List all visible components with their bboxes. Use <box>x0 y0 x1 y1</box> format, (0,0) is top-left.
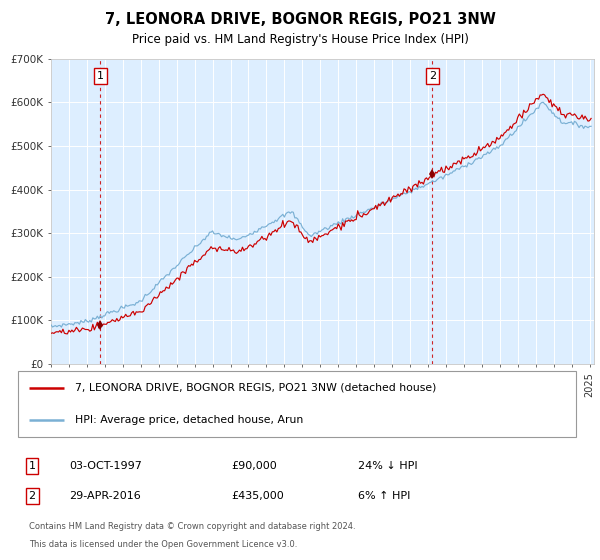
Text: £435,000: £435,000 <box>231 491 284 501</box>
Text: Contains HM Land Registry data © Crown copyright and database right 2024.: Contains HM Land Registry data © Crown c… <box>29 522 356 531</box>
Text: 7, LEONORA DRIVE, BOGNOR REGIS, PO21 3NW (detached house): 7, LEONORA DRIVE, BOGNOR REGIS, PO21 3NW… <box>76 383 437 393</box>
Text: £90,000: £90,000 <box>231 461 277 471</box>
Text: 29-APR-2016: 29-APR-2016 <box>70 491 142 501</box>
Text: 03-OCT-1997: 03-OCT-1997 <box>70 461 142 471</box>
Text: 2: 2 <box>29 491 36 501</box>
Text: This data is licensed under the Open Government Licence v3.0.: This data is licensed under the Open Gov… <box>29 540 298 549</box>
Text: 1: 1 <box>97 71 104 81</box>
Text: HPI: Average price, detached house, Arun: HPI: Average price, detached house, Arun <box>76 414 304 424</box>
FancyBboxPatch shape <box>18 371 577 437</box>
Text: 24% ↓ HPI: 24% ↓ HPI <box>358 461 417 471</box>
Text: 6% ↑ HPI: 6% ↑ HPI <box>358 491 410 501</box>
Text: 7, LEONORA DRIVE, BOGNOR REGIS, PO21 3NW: 7, LEONORA DRIVE, BOGNOR REGIS, PO21 3NW <box>104 12 496 27</box>
Text: Price paid vs. HM Land Registry's House Price Index (HPI): Price paid vs. HM Land Registry's House … <box>131 33 469 46</box>
Text: 1: 1 <box>29 461 35 471</box>
Text: 2: 2 <box>429 71 436 81</box>
